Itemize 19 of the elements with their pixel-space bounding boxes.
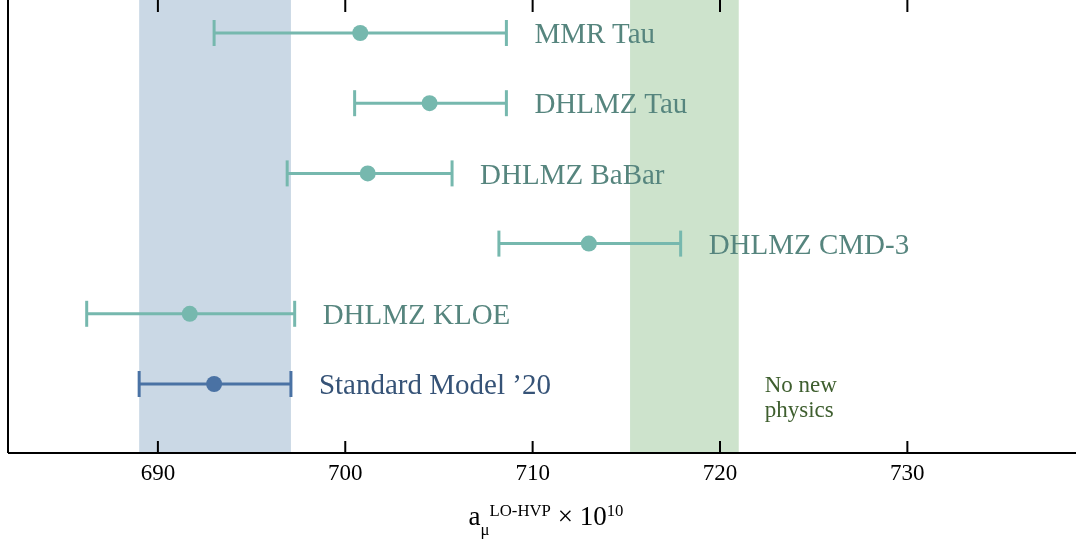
point: [421, 95, 438, 112]
text: MMR Tau: [534, 17, 656, 50]
x-axis-title: a$_{μ}$$^{LO-HVP}$ × 10$^{10}$: [468, 500, 624, 539]
text: DHLMZ Tau: [534, 87, 688, 120]
text: Standard Model ’20: [318, 368, 551, 401]
text: DHLMZ CMD-3: [708, 227, 910, 260]
point: [580, 235, 597, 252]
x-tick-label: 700: [328, 460, 363, 485]
band-label: No new physics: [764, 372, 838, 423]
text: DHLMZ BaBar: [480, 157, 665, 190]
point: [352, 25, 369, 41]
point: [359, 165, 376, 182]
x-tick-label: 730: [890, 460, 925, 485]
point: [206, 376, 223, 392]
point: [181, 305, 198, 322]
text: DHLMZ KLOE: [322, 297, 511, 330]
x-tick-label: 690: [140, 460, 176, 485]
x-tick-label: 710: [515, 460, 550, 485]
x-tick-label: 720: [702, 460, 738, 485]
